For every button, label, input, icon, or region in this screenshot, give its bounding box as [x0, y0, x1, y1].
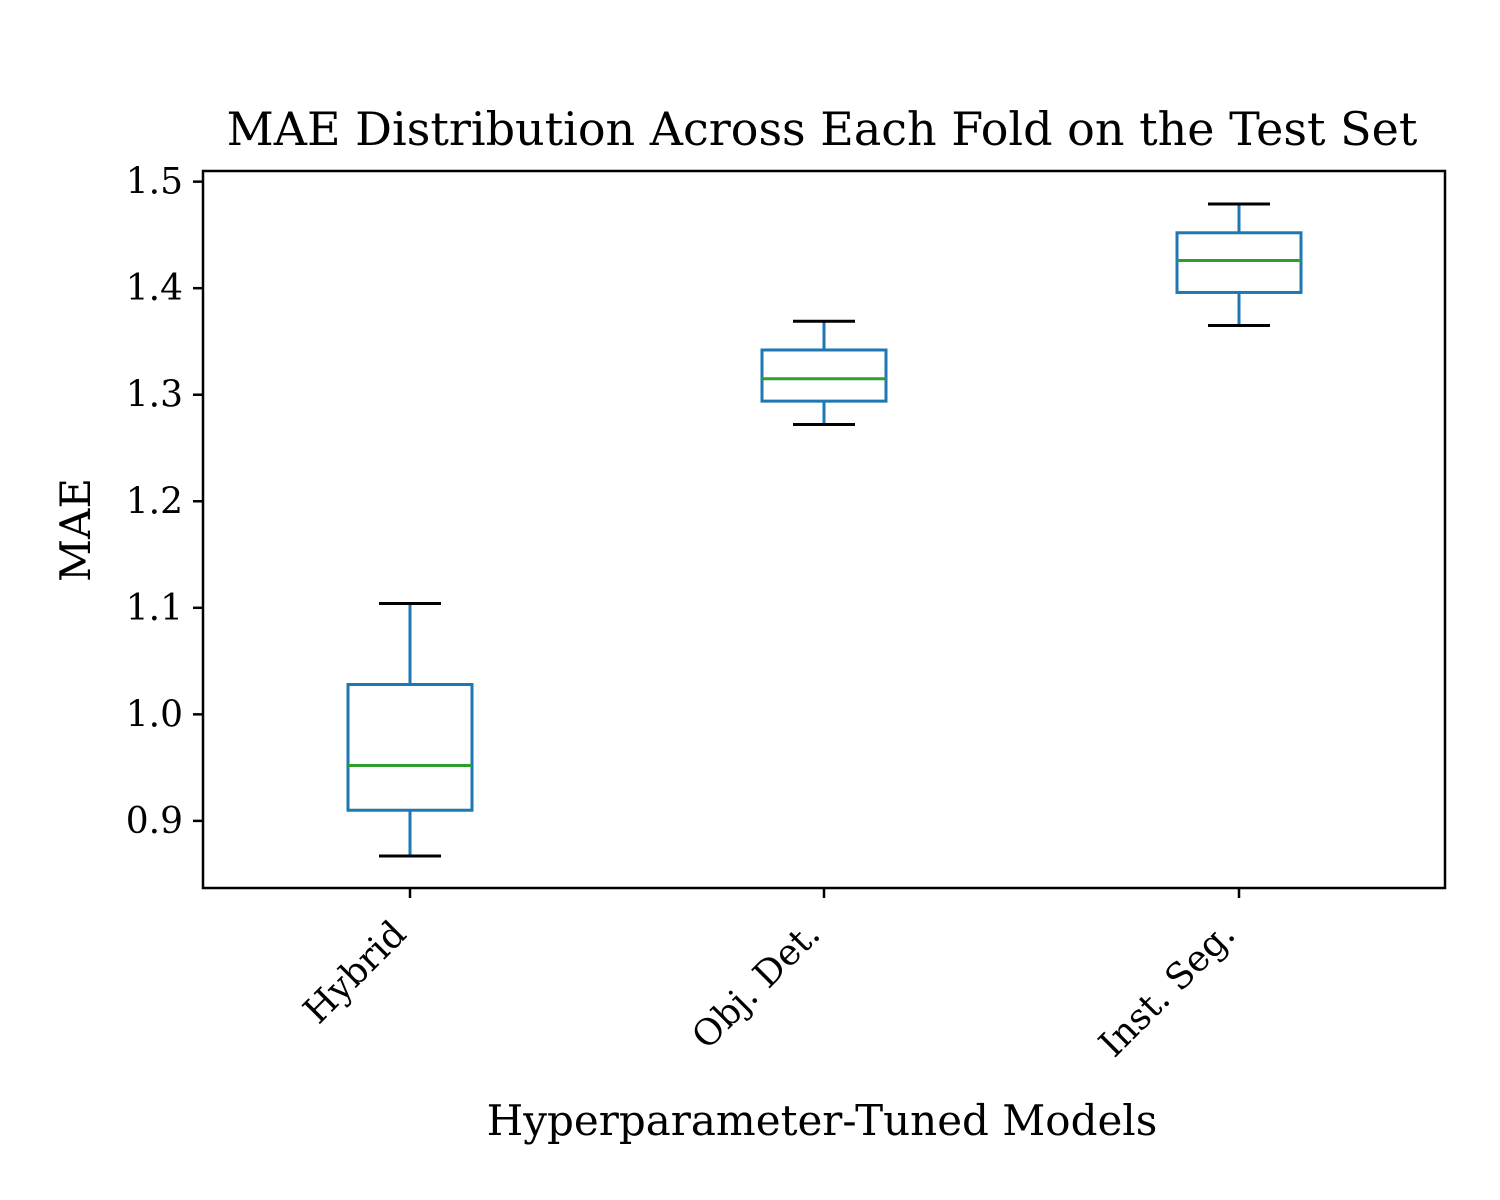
plot-area: 0.9 1.0 1.1 1.2 1.3 1.4 1.5 Hybrid Obj. Det. Inst… — [126, 162, 1447, 1065]
y-tick-label: 1.1 — [126, 588, 183, 629]
y-tick-label: 1.3 — [126, 375, 183, 416]
x-tick-label: Obj. Det. — [684, 913, 828, 1057]
box-iqr — [346, 683, 474, 812]
y-tick-label: 1.0 — [126, 694, 183, 735]
y-tick-label: 1.5 — [126, 162, 183, 203]
x-tick-label: Hybrid — [296, 913, 414, 1031]
y-axis-label: MAE — [51, 478, 100, 582]
x-tick-label: Inst. Seg. — [1092, 913, 1244, 1065]
box-iqr — [760, 348, 888, 403]
x-axis-label: Hyperparameter-Tuned Models — [487, 1096, 1158, 1145]
y-tick-label: 0.9 — [126, 801, 183, 842]
y-tick-label: 1.2 — [126, 481, 183, 522]
chart-title: MAE Distribution Across Each Fold on the… — [227, 102, 1418, 156]
box-iqr — [1175, 231, 1303, 294]
y-tick-label: 1.4 — [126, 268, 183, 309]
axes-frame — [201, 169, 1447, 890]
